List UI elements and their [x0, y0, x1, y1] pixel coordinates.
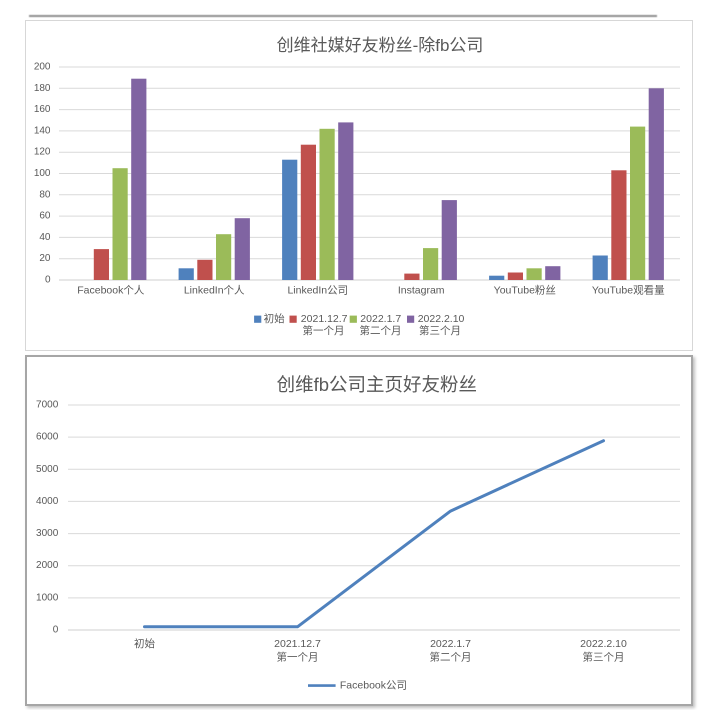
svg-text:2021.12.7: 2021.12.7 [301, 313, 348, 325]
svg-text:第三个月: 第三个月 [419, 324, 461, 337]
svg-text:0: 0 [45, 275, 51, 286]
svg-text:80: 80 [39, 189, 51, 200]
svg-text:180: 180 [34, 83, 51, 94]
svg-text:6000: 6000 [36, 432, 59, 443]
svg-text:Instagram: Instagram [398, 285, 445, 297]
svg-text:YouTube粉丝: YouTube粉丝 [494, 284, 556, 297]
svg-text:初始: 初始 [134, 637, 155, 650]
svg-text:3000: 3000 [36, 528, 59, 539]
svg-text:40: 40 [39, 232, 51, 243]
svg-text:第二个月: 第二个月 [430, 650, 472, 663]
svg-text:2022.2.10: 2022.2.10 [418, 313, 465, 325]
svg-text:2000: 2000 [36, 560, 59, 571]
svg-text:160: 160 [34, 104, 51, 115]
svg-text:LinkedIn公司: LinkedIn公司 [287, 285, 348, 297]
svg-text:第一个月: 第一个月 [303, 324, 345, 337]
svg-text:2022.1.7: 2022.1.7 [430, 638, 471, 650]
svg-text:LinkedIn个人: LinkedIn个人 [184, 285, 245, 297]
svg-text:60: 60 [39, 211, 51, 222]
svg-text:Facebook公司: Facebook公司 [340, 680, 407, 692]
svg-text:2022.1.7: 2022.1.7 [360, 313, 401, 325]
svg-text:第二个月: 第二个月 [360, 324, 402, 337]
svg-text:第一个月: 第一个月 [277, 650, 319, 663]
svg-text:0: 0 [53, 625, 59, 636]
svg-text:1000: 1000 [36, 592, 59, 603]
svg-text:初始: 初始 [264, 312, 285, 325]
svg-text:创维社媒好友粉丝-除fb公司: 创维社媒好友粉丝-除fb公司 [277, 36, 484, 55]
svg-text:20: 20 [39, 253, 51, 264]
svg-text:7000: 7000 [36, 400, 59, 411]
svg-text:2022.2.10: 2022.2.10 [580, 638, 627, 650]
svg-text:200: 200 [34, 62, 51, 73]
svg-text:5000: 5000 [36, 464, 59, 475]
svg-text:Facebook个人: Facebook个人 [77, 285, 145, 297]
svg-text:120: 120 [34, 147, 51, 158]
svg-text:140: 140 [34, 125, 51, 136]
svg-text:4000: 4000 [36, 496, 59, 507]
svg-text:YouTube观看量: YouTube观看量 [592, 284, 665, 297]
svg-text:创维fb公司主页好友粉丝: 创维fb公司主页好友粉丝 [277, 374, 477, 395]
svg-text:100: 100 [34, 168, 51, 179]
svg-text:第三个月: 第三个月 [583, 650, 625, 663]
svg-text:2021.12.7: 2021.12.7 [274, 638, 321, 650]
